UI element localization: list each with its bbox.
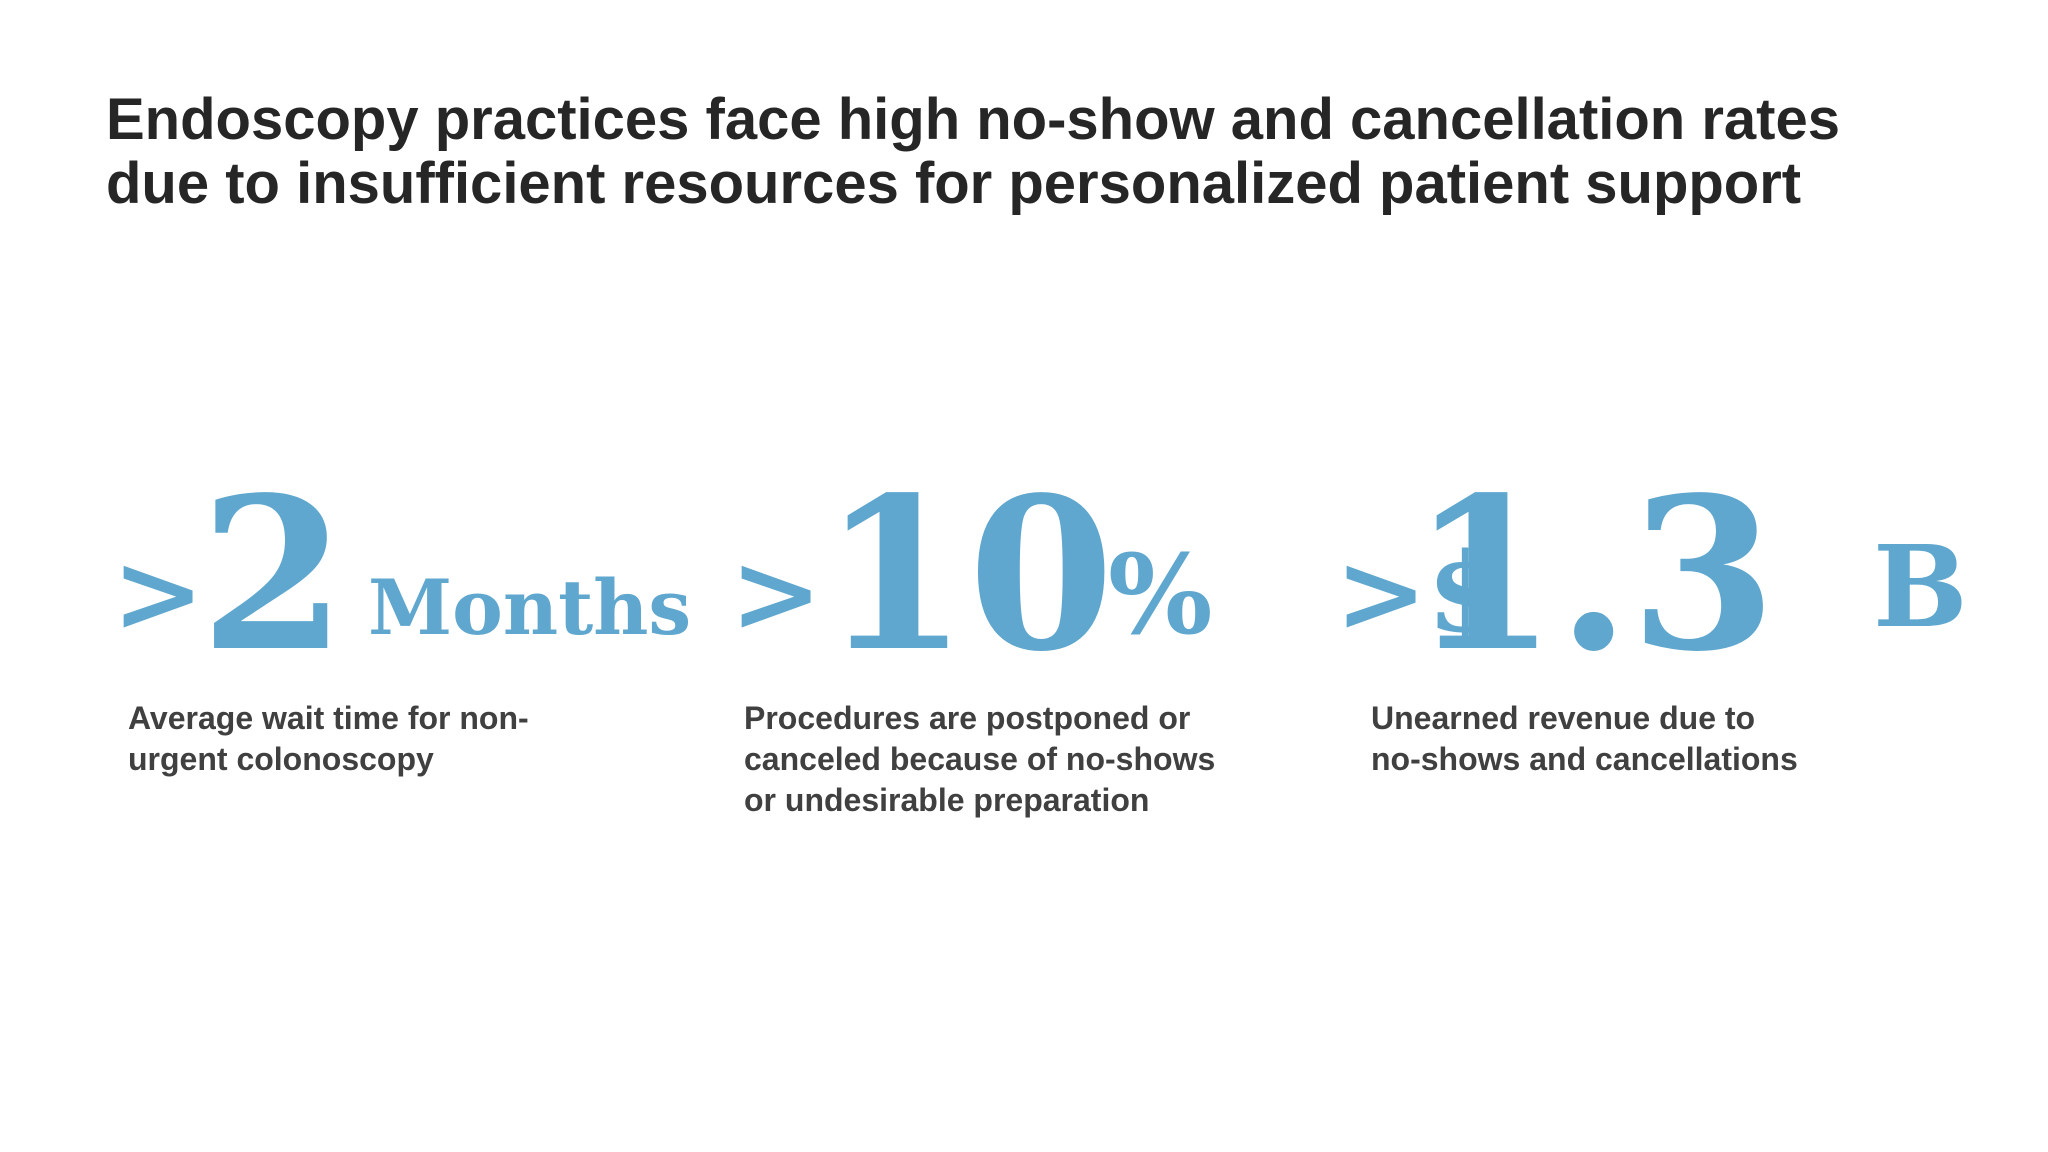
stat-wait-time: > 2 Months Average wait time for non- ur… bbox=[112, 451, 691, 778]
stat-caption-line: or undesirable preparation bbox=[744, 782, 1150, 818]
stat-prefix: > bbox=[730, 528, 823, 657]
stat-prefix: > bbox=[112, 528, 205, 657]
stat-number: 10 bbox=[822, 451, 1115, 698]
stat-caption-line: Unearned revenue due to bbox=[1371, 700, 1756, 736]
stat-caption-line: canceled because of no-shows bbox=[744, 741, 1216, 777]
stat-figure: > 10 % bbox=[730, 470, 1310, 680]
stat-caption: Procedures are postponed or canceled bec… bbox=[744, 698, 1215, 821]
stat-unit: B bbox=[1873, 522, 1968, 653]
stat-caption-line: no-shows and cancellations bbox=[1371, 741, 1798, 777]
stat-prefix: >$ bbox=[1335, 528, 1504, 657]
stat-postponed-procedures: > 10 % Procedures are postponed or cance… bbox=[730, 470, 1310, 819]
stat-caption-line: Procedures are postponed or bbox=[744, 700, 1191, 736]
stat-figure: > 2 Months bbox=[112, 451, 691, 698]
stat-unit: % bbox=[1108, 530, 1213, 659]
stat-figure: >$ 1.3 B bbox=[1335, 470, 2035, 680]
slide-title-line-1: Endoscopy practices face high no-show an… bbox=[106, 87, 1840, 152]
stat-number: 1.3 bbox=[1411, 451, 1777, 698]
stat-unearned-revenue: >$ 1.3 B Unearned revenue due to no-show… bbox=[1335, 470, 2035, 778]
stat-number: 2 bbox=[200, 451, 347, 698]
stat-caption: Average wait time for non- urgent colono… bbox=[128, 698, 529, 780]
stat-unit: Months bbox=[368, 563, 692, 652]
stat-caption-line: Average wait time for non- bbox=[128, 700, 529, 736]
slide-title: Endoscopy practices face high no-show an… bbox=[106, 88, 1840, 216]
slide-title-line-2: due to insufficient resources for person… bbox=[106, 151, 1802, 216]
stat-caption-line: urgent colonoscopy bbox=[128, 741, 434, 777]
stat-caption: Unearned revenue due to no-shows and can… bbox=[1371, 698, 1798, 780]
